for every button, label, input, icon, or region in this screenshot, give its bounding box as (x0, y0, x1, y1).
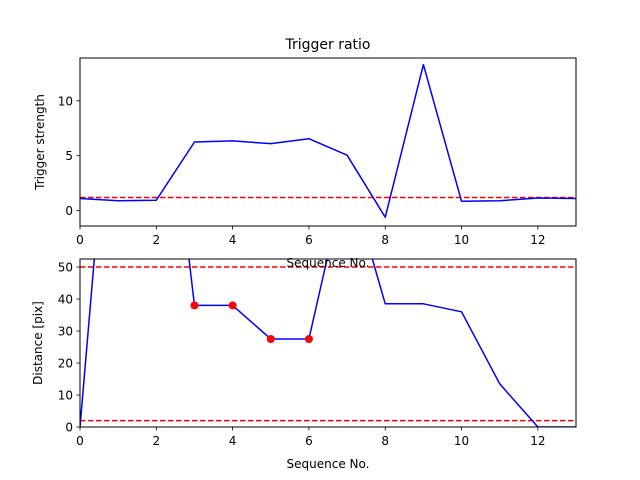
bottom-marker-0-3 (304, 335, 313, 343)
bottom-series-line-0 (80, 259, 576, 427)
bottom-y-tick-label-40: 40 (58, 293, 73, 307)
bottom-marker-0-1 (228, 301, 237, 310)
bottom-y-tick-label-30: 30 (58, 325, 73, 339)
top-chart-title: Trigger ratio (284, 37, 370, 53)
bottom-x-axis-label: Sequence No. (287, 457, 370, 471)
bottom-y-tick-label-0: 0 (65, 421, 73, 435)
bottom-axes-frame (79, 258, 577, 428)
bottom-x-tick-label-10: 10 (454, 434, 469, 448)
top-x-tick-label-0: 0 (76, 233, 84, 247)
bottom-marker-0-2 (266, 335, 275, 343)
bottom-plot-area (80, 259, 576, 427)
top-y-axis-label: Trigger strength (33, 94, 47, 191)
top-series-line-0 (80, 63, 576, 218)
top-axes-frame (79, 57, 577, 227)
bottom-y-tick-label-10: 10 (58, 389, 73, 403)
bottom-x-tick-label-2: 2 (152, 434, 160, 448)
bottom-x-tick-label-12: 12 (530, 434, 545, 448)
top-x-tick-label-2: 2 (152, 233, 160, 247)
top-y-tick-label-5: 5 (65, 149, 73, 163)
bottom-x-tick-label-4: 4 (229, 434, 237, 448)
top-x-tick-label-4: 4 (229, 233, 237, 247)
bottom-y-axis-label: Distance [pix] (31, 301, 45, 385)
top-x-tick-label-6: 6 (305, 233, 313, 247)
top-x-tick-label-8: 8 (381, 233, 389, 247)
top-x-axis-label: Sequence No. (287, 256, 370, 270)
bottom-x-tick-label-8: 8 (381, 434, 389, 448)
bottom-x-tick-label-0: 0 (76, 434, 84, 448)
bottom-marker-0-0 (190, 301, 199, 310)
top-x-tick-label-10: 10 (454, 233, 469, 247)
bottom-y-tick-label-20: 20 (58, 357, 73, 371)
bottom-x-tick-label-6: 6 (305, 434, 313, 448)
top-y-tick-label-0: 0 (65, 204, 73, 218)
bottom-y-tick-label-50: 50 (58, 261, 73, 275)
top-x-tick-label-12: 12 (530, 233, 545, 247)
top-y-tick-label-10: 10 (58, 94, 73, 108)
